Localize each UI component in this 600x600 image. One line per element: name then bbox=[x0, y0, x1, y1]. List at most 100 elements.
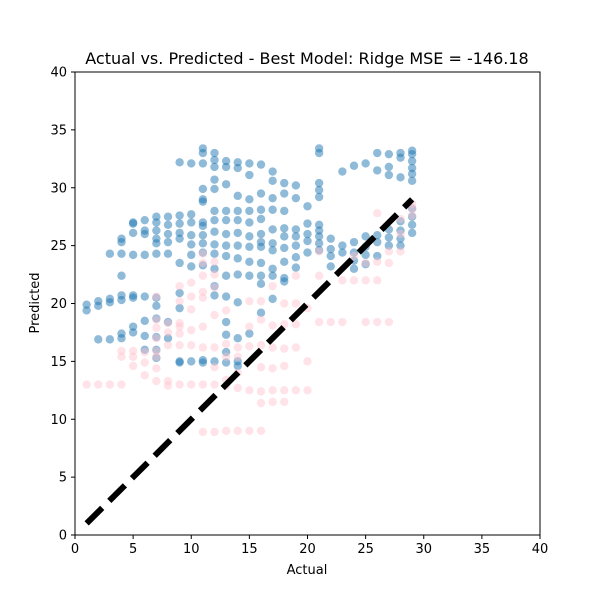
x-tick-label: 15 bbox=[241, 542, 258, 557]
blue-data-point bbox=[175, 358, 184, 367]
pink-data-point bbox=[361, 258, 370, 268]
pink-data-point bbox=[256, 340, 266, 350]
pink-data-point bbox=[163, 376, 173, 386]
pink-data-point bbox=[175, 281, 184, 291]
pink-data-point bbox=[268, 321, 277, 330]
pink-data-point bbox=[373, 257, 382, 267]
x-tick-label: 25 bbox=[357, 542, 374, 557]
pink-data-point bbox=[280, 344, 289, 353]
blue-data-point bbox=[210, 175, 219, 184]
blue-data-point bbox=[221, 156, 231, 166]
pink-data-point bbox=[256, 315, 266, 324]
blue-data-point bbox=[140, 331, 149, 341]
x-axis-label: Actual bbox=[287, 563, 328, 578]
blue-data-point bbox=[152, 249, 161, 258]
blue-data-point bbox=[361, 250, 370, 260]
blue-data-point bbox=[187, 218, 196, 227]
blue-data-point bbox=[245, 232, 254, 241]
blue-data-point bbox=[303, 248, 312, 257]
blue-data-point bbox=[268, 239, 277, 248]
pink-data-point bbox=[210, 362, 219, 372]
y-axis-ticks: 0 5 10 15 20 25 30 35 40 bbox=[50, 66, 75, 544]
pink-data-point bbox=[407, 204, 417, 213]
blue-data-point bbox=[221, 292, 231, 301]
blue-data-point bbox=[128, 218, 138, 227]
blue-data-point bbox=[256, 258, 266, 268]
pink-data-point bbox=[256, 426, 266, 436]
blue-data-point bbox=[210, 291, 219, 300]
pink-data-point bbox=[163, 328, 173, 337]
pink-data-point bbox=[268, 397, 277, 407]
blue-data-point bbox=[314, 185, 324, 195]
blue-data-point bbox=[314, 192, 324, 202]
blue-data-point bbox=[256, 189, 266, 198]
blue-data-point bbox=[198, 358, 208, 367]
x-tick-label: 0 bbox=[71, 542, 79, 557]
pink-data-point bbox=[175, 340, 184, 350]
pink-data-point bbox=[210, 427, 219, 437]
blue-data-point bbox=[407, 156, 417, 166]
pink-data-point bbox=[280, 397, 289, 407]
blue-data-point bbox=[256, 308, 266, 317]
pink-data-point bbox=[117, 352, 126, 361]
blue-data-point bbox=[349, 248, 359, 257]
blue-data-point bbox=[245, 206, 254, 216]
pink-data-point bbox=[163, 381, 173, 390]
blue-data-point bbox=[268, 294, 277, 304]
pink-data-point bbox=[361, 276, 370, 285]
blue-data-point bbox=[291, 181, 301, 190]
blue-data-point bbox=[280, 257, 289, 267]
blue-data-point bbox=[256, 242, 266, 251]
blue-data-point bbox=[268, 193, 277, 203]
pink-data-point bbox=[291, 343, 301, 352]
pink-data-point bbox=[361, 317, 370, 327]
pink-data-point bbox=[187, 278, 196, 287]
blue-data-point bbox=[152, 293, 161, 302]
pink-data-point bbox=[245, 386, 254, 395]
blue-data-point bbox=[361, 259, 370, 269]
blue-data-point bbox=[268, 225, 277, 234]
blue-data-point bbox=[245, 170, 254, 180]
blue-data-point bbox=[117, 249, 126, 258]
blue-data-point bbox=[221, 206, 231, 216]
blue-data-point bbox=[117, 271, 126, 280]
blue-data-point bbox=[210, 249, 219, 258]
blue-data-point bbox=[175, 228, 184, 238]
pink-data-point bbox=[268, 386, 277, 395]
x-tick-label: 5 bbox=[129, 542, 137, 557]
blue-data-point bbox=[198, 261, 208, 270]
blue-data-point bbox=[280, 277, 289, 286]
pink-data-point bbox=[233, 426, 242, 436]
blue-data-point bbox=[349, 161, 359, 170]
pink-data-point bbox=[303, 386, 312, 395]
blue-data-point bbox=[221, 347, 231, 357]
pink-data-point bbox=[163, 318, 173, 328]
x-tick-label: 10 bbox=[183, 542, 200, 557]
blue-data-point bbox=[349, 237, 359, 247]
blue-data-point bbox=[140, 250, 149, 260]
blue-data-point bbox=[256, 229, 266, 239]
y-tick-label: 25 bbox=[50, 239, 67, 254]
blue-data-point bbox=[175, 211, 184, 220]
chart-title: Actual vs. Predicted - Best Model: Ridge… bbox=[85, 49, 528, 68]
blue-data-point bbox=[407, 169, 417, 179]
blue-data-point bbox=[291, 263, 301, 272]
pink-data-point bbox=[140, 358, 149, 367]
blue-data-point bbox=[407, 176, 417, 186]
blue-data-point bbox=[221, 162, 231, 172]
blue-data-point bbox=[152, 353, 161, 363]
y-tick-label: 5 bbox=[59, 471, 67, 486]
pink-data-point bbox=[140, 347, 149, 357]
pink-data-point bbox=[140, 371, 149, 380]
blue-data-point bbox=[384, 233, 394, 242]
blue-data-point bbox=[338, 167, 347, 176]
blue-data-point bbox=[105, 249, 115, 258]
blue-data-point bbox=[384, 162, 394, 172]
blue-data-point bbox=[175, 258, 184, 268]
pink-data-point bbox=[105, 380, 115, 389]
blue-data-point bbox=[245, 242, 254, 251]
pink-data-point bbox=[152, 352, 161, 361]
blue-data-point bbox=[187, 262, 196, 271]
pink-data-point bbox=[210, 270, 219, 279]
